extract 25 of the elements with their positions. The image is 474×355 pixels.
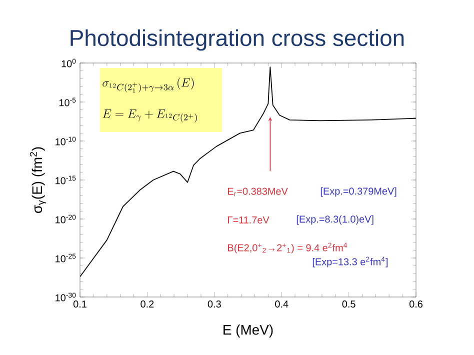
chart-title: Photodisintegration cross section xyxy=(70,29,404,51)
x-tick-label: 0.4 xyxy=(275,300,288,308)
y-tick-label: 10$^{-10}$ xyxy=(56,136,76,146)
x-tick-label: 0.3 xyxy=(208,300,221,308)
y-tick-label: 10$^{0}$ xyxy=(62,58,76,68)
x-tick-label: 0.6 xyxy=(409,300,422,308)
annotation: Γ=11.7eV xyxy=(228,216,270,224)
annotation: $\sigma_{{}^{12}C(2_1^{+})+\gamma\to 3\alpha}\left(E\right)$ xyxy=(102,78,194,92)
x-tick-label: 0.1 xyxy=(73,300,86,308)
x-axis-title: E (MeV) xyxy=(224,324,273,338)
line-series xyxy=(80,66,416,278)
y-tick-label: 10$^{-30}$ xyxy=(56,292,76,302)
annotation: [Exp.=8.3(1.0)eV] xyxy=(296,215,374,225)
y-tick-label: 10$^{-20}$ xyxy=(56,214,76,224)
y-tick-label: 10$^{-5}$ xyxy=(59,98,76,106)
y-axis-title: σ$_{γ}$(E) (fm$^{2}$) xyxy=(30,147,46,214)
x-tick-label: 0.5 xyxy=(342,300,356,308)
annotation: $E=E_\gamma+E_{{}^{12}C(2^{+})}$ xyxy=(102,110,197,122)
text: B(E2,0$^{+}$$_{2}$→2$^{+}$$_{1}$) = 9.4 e$^{2}$fm$^{4}$ xyxy=(228,242,348,254)
y-tick-label: 10$^{-25}$ xyxy=(56,254,76,262)
annotation: [Exp.=0.379MeV] xyxy=(320,187,396,197)
annotation: E$_{r}$=0.383MeV xyxy=(228,188,288,196)
annotation: [Exp=13.3 e$^{2}$fm$^{4}$] xyxy=(312,256,388,268)
x-tick-label: 0.2 xyxy=(140,300,154,308)
y-tick-label: 10$^{-15}$ xyxy=(56,176,76,184)
